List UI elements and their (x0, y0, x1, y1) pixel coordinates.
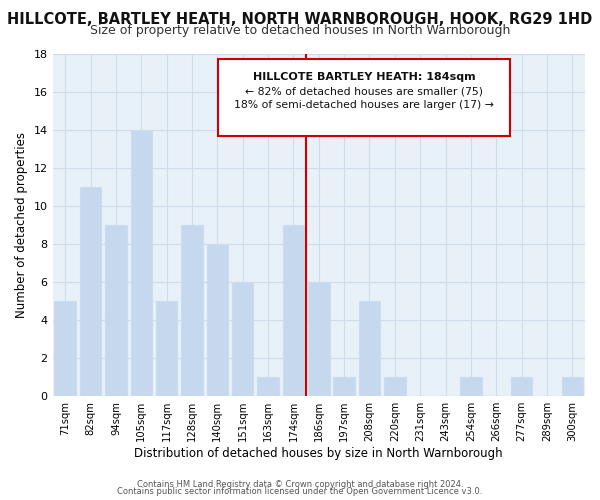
Bar (55, 301, 76, 396)
Bar (105, 225, 127, 396)
Text: HILLCOTE BARTLEY HEATH: 184sqm: HILLCOTE BARTLEY HEATH: 184sqm (253, 72, 475, 82)
Text: ← 82% of detached houses are smaller (75): ← 82% of detached houses are smaller (75… (245, 86, 483, 97)
Bar (334, 377, 355, 396)
Bar (384, 377, 406, 396)
Bar (232, 282, 253, 396)
Bar (257, 377, 279, 396)
FancyBboxPatch shape (218, 59, 511, 136)
Text: Contains public sector information licensed under the Open Government Licence v3: Contains public sector information licen… (118, 487, 482, 496)
Text: HILLCOTE, BARTLEY HEATH, NORTH WARNBOROUGH, HOOK, RG29 1HD: HILLCOTE, BARTLEY HEATH, NORTH WARNBOROU… (7, 12, 593, 28)
Text: 18% of semi-detached houses are larger (17) →: 18% of semi-detached houses are larger (… (234, 100, 494, 110)
Text: Contains HM Land Registry data © Crown copyright and database right 2024.: Contains HM Land Registry data © Crown c… (137, 480, 463, 489)
Bar (460, 377, 482, 396)
Bar (511, 377, 532, 396)
Bar (359, 301, 380, 396)
Bar (156, 301, 178, 396)
Bar (206, 244, 228, 396)
Bar (80, 187, 101, 396)
Bar (181, 225, 203, 396)
X-axis label: Distribution of detached houses by size in North Warnborough: Distribution of detached houses by size … (134, 447, 503, 460)
Bar (131, 130, 152, 396)
Bar (283, 225, 304, 396)
Text: Size of property relative to detached houses in North Warnborough: Size of property relative to detached ho… (90, 24, 510, 37)
Bar (562, 377, 583, 396)
Y-axis label: Number of detached properties: Number of detached properties (15, 132, 28, 318)
Bar (308, 282, 329, 396)
